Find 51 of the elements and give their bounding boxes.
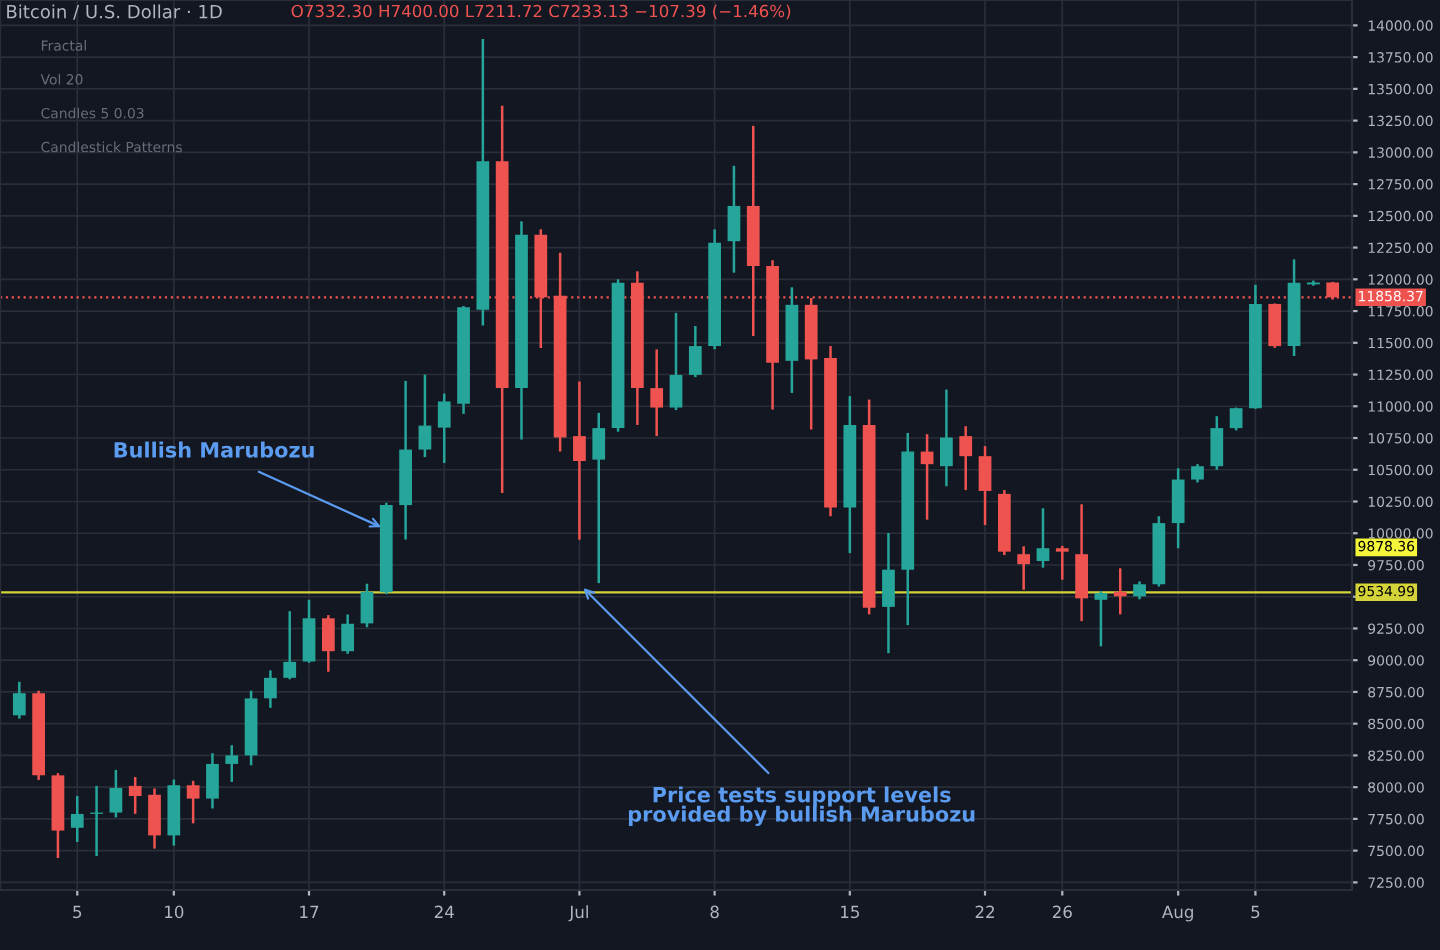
x-tick-label: 26 <box>1052 905 1072 919</box>
candlestick <box>1171 466 1185 550</box>
candlestick <box>1210 414 1224 472</box>
annotation: Price tests support levels provided by bullish Marubozu <box>628 786 975 827</box>
candlestick <box>341 613 355 656</box>
x-tick-label: Jul <box>568 905 588 922</box>
candlestick <box>1036 506 1050 569</box>
candlestick <box>882 531 895 655</box>
candlestick <box>669 311 683 412</box>
x-tick-label: 17 <box>300 905 319 918</box>
candlestick <box>592 411 606 585</box>
candlestick <box>148 787 161 850</box>
candlestick <box>940 388 953 488</box>
x-tick-label: 22 <box>975 905 994 918</box>
annotation: Bullish Marubozu <box>114 441 314 458</box>
candlestick <box>1017 545 1031 591</box>
candlestick <box>109 768 123 819</box>
x-tick-label: 10 <box>165 905 184 919</box>
candlestick <box>264 669 277 710</box>
x-tick-label: 5 <box>73 905 82 919</box>
candlestick <box>650 348 664 438</box>
candlestick <box>1075 503 1088 623</box>
x-tick-label: 5 <box>1251 905 1260 919</box>
candlestick <box>437 392 451 465</box>
candlestick <box>225 744 239 784</box>
candlestick <box>418 373 432 459</box>
candlestick <box>283 609 297 681</box>
candlestick <box>12 680 26 720</box>
candlestick <box>302 598 316 664</box>
x-tick-label: Aug <box>1162 905 1193 922</box>
candlestick <box>688 324 702 379</box>
candlestick <box>1094 589 1108 648</box>
candlestick <box>206 752 219 810</box>
candlestick <box>321 613 335 673</box>
candlestick <box>573 380 586 541</box>
x-tick-label: 15 <box>841 905 859 919</box>
candlestick <box>186 779 200 825</box>
x-tick-label: 8 <box>710 905 719 919</box>
candlestick <box>1268 302 1282 350</box>
candlestick <box>727 164 741 274</box>
x-tick-label: 24 <box>434 905 454 918</box>
candlestick <box>1055 544 1069 581</box>
candlestick <box>959 424 973 492</box>
candlestick <box>1191 462 1204 484</box>
candlestick <box>128 775 142 816</box>
candlestick <box>920 432 934 521</box>
chart-subtitle: O7332.30 H7400.00 L7211.72 C7233.13 −107.39 (−1.46%) <box>291 4 791 20</box>
candlestick <box>360 582 374 629</box>
candlestick <box>978 444 992 527</box>
candlestick <box>70 794 84 844</box>
chart-title: Bitcoin / U.S. Dollar · 1D <box>7 4 222 20</box>
